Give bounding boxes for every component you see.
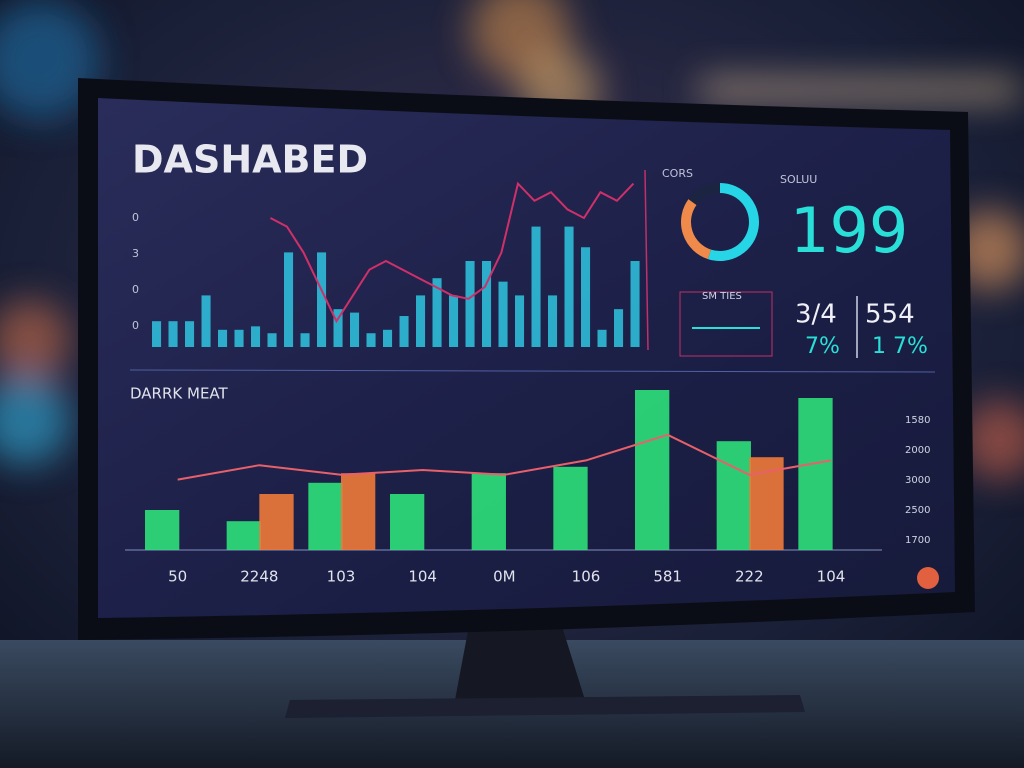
kpi-label: SOLUU (780, 173, 817, 186)
bar (259, 494, 294, 550)
bokeh (0, 0, 1024, 480)
line (269, 181, 635, 324)
bar (284, 252, 294, 347)
y-tick-label: 0 (132, 319, 139, 332)
bar (308, 482, 343, 550)
bar (597, 329, 607, 347)
mini-card-label: SM TIES (702, 291, 742, 302)
monitor-neck (455, 620, 585, 700)
donut-segment (681, 199, 712, 260)
bar (145, 510, 180, 550)
monitor-base (285, 695, 805, 718)
bar (465, 261, 475, 347)
stat-value: 554 (865, 300, 915, 330)
x-tick-label: 222 (735, 568, 764, 586)
stat-value: 3/4 (795, 300, 837, 330)
bar (635, 390, 670, 550)
y-tick-label: 0 (132, 211, 139, 224)
bar (798, 398, 833, 550)
y-tick-label: 3 (132, 247, 139, 260)
donut-label: CORS (662, 167, 693, 180)
dashboard-title: DASHABED (132, 138, 368, 182)
bar (234, 329, 244, 347)
bar (531, 226, 541, 347)
y-tick-label: 1700 (905, 535, 930, 546)
bar (399, 316, 409, 347)
bar (548, 295, 558, 347)
bar (630, 261, 640, 347)
x-tick-label: 104 (408, 568, 437, 586)
bar (432, 278, 442, 347)
bar (168, 321, 178, 347)
bar (341, 473, 376, 550)
bar (300, 333, 310, 347)
bar (383, 329, 393, 347)
y-tick-label: 2000 (905, 445, 930, 456)
y-tick-label: 0 (132, 283, 139, 296)
x-tick-label: 2248 (240, 568, 278, 586)
bar (366, 333, 376, 347)
y-tick-label: 1580 (905, 415, 930, 426)
bar (333, 309, 343, 347)
bar (390, 494, 425, 550)
kpi-value: 199 (790, 194, 908, 267)
x-tick-label: 103 (327, 568, 356, 586)
y-tick-label: 3000 (905, 475, 930, 486)
bottom-chart-title: DARRK MEAT (130, 385, 229, 403)
line (177, 433, 832, 481)
divider (129, 369, 936, 373)
stat-change: 1 7% (872, 334, 928, 359)
bar (564, 226, 574, 347)
bar (471, 473, 506, 550)
x-tick-label: 104 (817, 568, 846, 586)
stat-change: 7% (805, 334, 840, 359)
bar (515, 295, 525, 347)
bar (614, 309, 624, 347)
bar (226, 521, 261, 550)
status-dot (917, 567, 939, 589)
bar (482, 261, 492, 347)
y-tick-label: 2500 (905, 505, 930, 516)
bar (416, 295, 426, 347)
bar (267, 333, 277, 347)
x-tick-label: 50 (168, 568, 187, 586)
divider (644, 169, 649, 351)
bar (553, 466, 588, 550)
bar (201, 295, 211, 347)
bar (218, 329, 228, 347)
bar (350, 312, 360, 347)
x-tick-label: 106 (572, 568, 601, 586)
x-tick-label: 0M (493, 568, 516, 586)
bar (185, 321, 195, 347)
bar (152, 321, 162, 347)
bar (449, 295, 459, 347)
donut-segment (707, 183, 759, 261)
bar (251, 326, 261, 347)
bar (716, 441, 751, 550)
bar (581, 247, 591, 347)
mini-card (679, 291, 773, 357)
bar (317, 252, 327, 347)
bar (498, 281, 508, 347)
donut-segment (688, 183, 721, 206)
x-tick-label: 581 (653, 568, 682, 586)
